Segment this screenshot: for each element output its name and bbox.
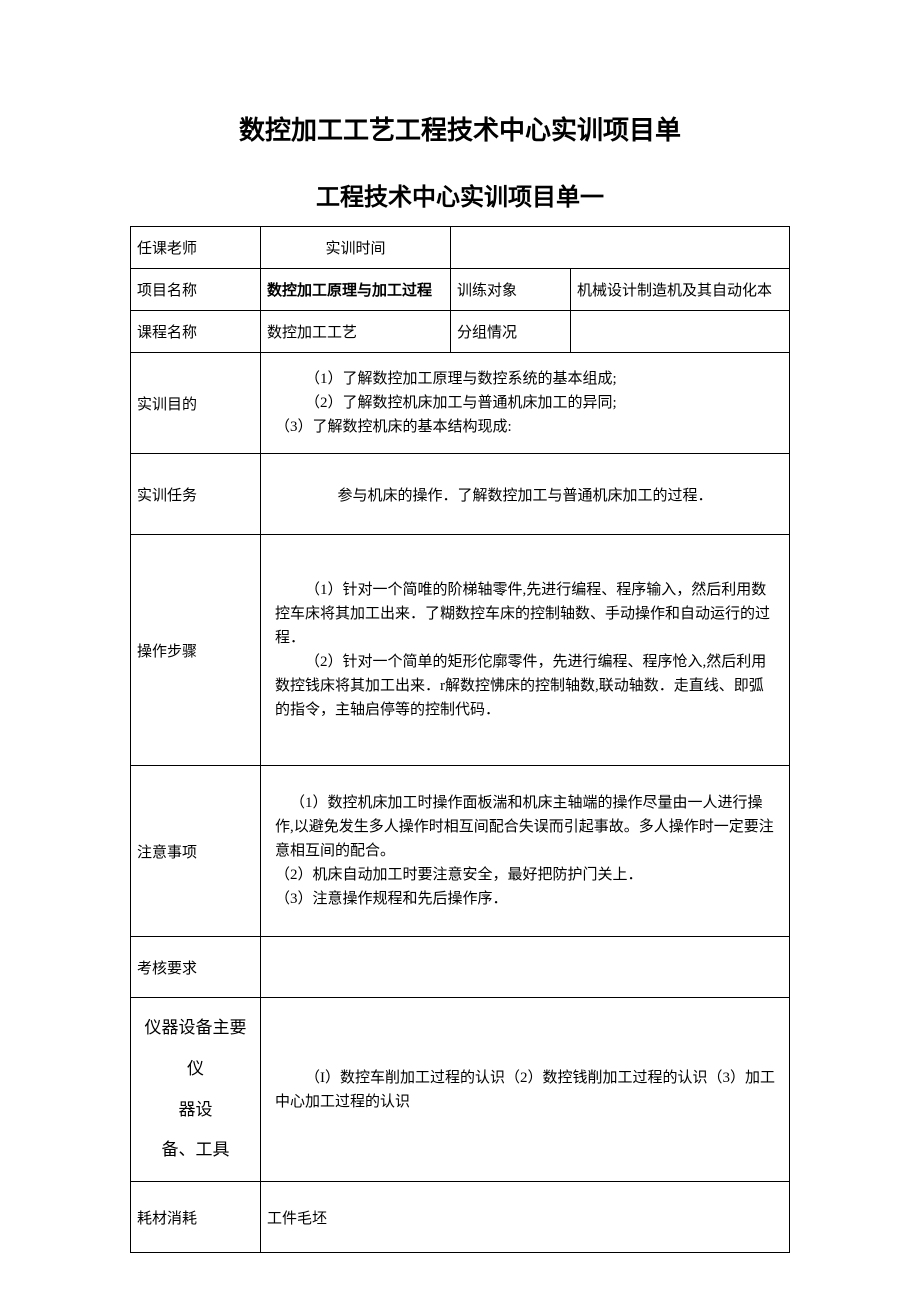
- row-course-name: 课程名称 数控加工工艺 分组情况: [131, 311, 790, 353]
- value-purpose: （1）了解数控加工原理与数控系统的基本组成; （2）了解数控机床加工与普通机床加…: [261, 353, 790, 454]
- equip-label-line-3: 备、工具: [137, 1130, 254, 1171]
- steps-p2: （2）针对一个简单的矩形佗廓零件，先进行编程、程序怆入,然后利用数控钱床将其加工…: [275, 650, 775, 722]
- value-task: 参与机床的操作．了解数控加工与普通机床加工的过程．: [261, 454, 790, 535]
- row-consumable: 耗材消耗 工件毛坯: [131, 1182, 790, 1253]
- label-purpose: 实训目的: [131, 353, 261, 454]
- notes-p3: （3）注意操作规程和先后操作序．: [275, 887, 775, 911]
- title-main: 数控加工工艺工程技术中心实训项目单: [130, 110, 790, 147]
- row-task: 实训任务 参与机床的操作．了解数控加工与普通机床加工的过程．: [131, 454, 790, 535]
- value-assessment: [261, 937, 790, 998]
- label-project-name: 项目名称: [131, 269, 261, 311]
- row-steps: 操作步骤 （1）针对一个简唯的阶梯轴零件,先进行编程、程序输入，然后利用数控车床…: [131, 535, 790, 766]
- label-consumable: 耗材消耗: [131, 1182, 261, 1253]
- document-page: 数控加工工艺工程技术中心实训项目单 工程技术中心实训项目单一 任课老师 实训时间…: [0, 0, 920, 1313]
- row-assessment: 考核要求: [131, 937, 790, 998]
- equip-label-line-1: 仪器设备主要仪: [137, 1008, 254, 1090]
- value-notes: （1）数控机床加工时操作面板湍和机床主轴端的操作尽量由一人进行操作,以避免发生多…: [261, 766, 790, 937]
- value-project-name: 数控加工原理与加工过程: [261, 269, 451, 311]
- equipment-text: （I）数控车削加工过程的认识（2）数控钱削加工过程的认识（3）加工中心加工过程的…: [267, 1062, 783, 1118]
- row-equipment: 仪器设备主要仪 器设 备、工具 （I）数控车削加工过程的认识（2）数控钱削加工过…: [131, 998, 790, 1182]
- value-equipment: （I）数控车削加工过程的认识（2）数控钱削加工过程的认识（3）加工中心加工过程的…: [261, 998, 790, 1182]
- notes-p1: （1）数控机床加工时操作面板湍和机床主轴端的操作尽量由一人进行操作,以避免发生多…: [275, 791, 775, 863]
- equip-label-line-2: 器设: [137, 1090, 254, 1131]
- purpose-line-3: （3）了解数控机床的基本结构现成:: [275, 415, 775, 439]
- value-consumable: 工件毛坯: [261, 1182, 790, 1253]
- label-course-name: 课程名称: [131, 311, 261, 353]
- title-sub: 工程技术中心实训项目单一: [130, 177, 790, 212]
- notes-p2: （2）机床自动加工时要注意安全，最好把防护门关上．: [275, 863, 775, 887]
- label-instructor: 任课老师: [131, 227, 261, 269]
- steps-p1: （1）针对一个简唯的阶梯轴零件,先进行编程、程序输入，然后利用数控车床将其加工出…: [275, 578, 775, 650]
- label-group-status: 分组情况: [451, 311, 571, 353]
- value-group-status: [571, 311, 790, 353]
- value-training-target: 机械设计制造机及其自动化本: [571, 269, 790, 311]
- label-assessment: 考核要求: [131, 937, 261, 998]
- purpose-line-2: （2）了解数控机床加工与普通机床加工的异同;: [275, 391, 775, 415]
- label-equipment: 仪器设备主要仪 器设 备、工具: [131, 998, 261, 1182]
- label-task: 实训任务: [131, 454, 261, 535]
- label-training-target: 训练对象: [451, 269, 571, 311]
- row-notes: 注意事项 （1）数控机床加工时操作面板湍和机床主轴端的操作尽量由一人进行操作,以…: [131, 766, 790, 937]
- value-course-name: 数控加工工艺: [261, 311, 451, 353]
- label-training-time: 实训时间: [261, 227, 451, 269]
- label-notes: 注意事项: [131, 766, 261, 937]
- row-purpose: 实训目的 （1）了解数控加工原理与数控系统的基本组成; （2）了解数控机床加工与…: [131, 353, 790, 454]
- value-training-time: [451, 227, 790, 269]
- row-instructor: 任课老师 实训时间: [131, 227, 790, 269]
- row-project-name: 项目名称 数控加工原理与加工过程 训练对象 机械设计制造机及其自动化本: [131, 269, 790, 311]
- value-steps: （1）针对一个简唯的阶梯轴零件,先进行编程、程序输入，然后利用数控车床将其加工出…: [261, 535, 790, 766]
- form-table: 任课老师 实训时间 项目名称 数控加工原理与加工过程 训练对象 机械设计制造机及…: [130, 226, 790, 1253]
- label-steps: 操作步骤: [131, 535, 261, 766]
- purpose-line-1: （1）了解数控加工原理与数控系统的基本组成;: [275, 367, 775, 391]
